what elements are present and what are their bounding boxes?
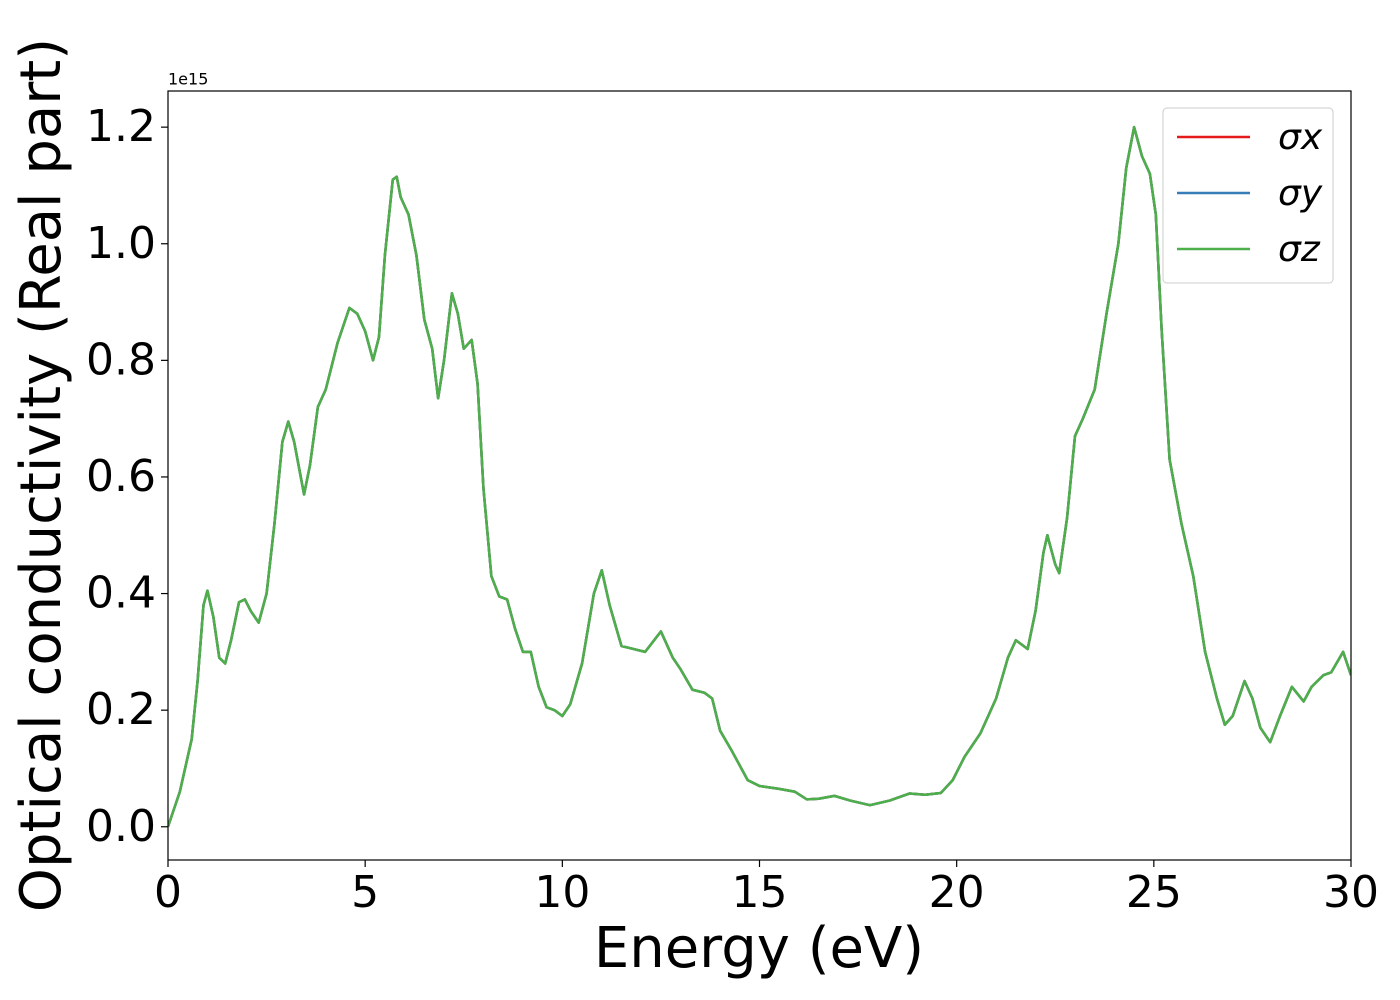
legend-label: σx [1278, 117, 1323, 158]
plot-frame [167, 90, 1352, 861]
x-tick-label: 20 [929, 867, 985, 918]
series-line [168, 125, 1351, 828]
x-axis-label: Energy (eV) [594, 916, 924, 981]
x-tick-label: 30 [1323, 867, 1379, 918]
y-tick-label: 0.8 [86, 334, 156, 385]
y-tick-label: 0.4 [86, 568, 156, 619]
y-tick-label: 0.6 [86, 451, 156, 502]
y-tick-label: 1.2 [86, 101, 156, 152]
y-tick-label: 0.0 [86, 801, 156, 852]
legend-label: σy [1278, 173, 1323, 214]
x-tick-label: 5 [351, 867, 379, 918]
x-tick-label: 25 [1126, 867, 1182, 918]
legend-label: σz [1278, 229, 1321, 270]
y-tick-label: 0.2 [86, 684, 156, 735]
x-tick-label: 15 [732, 867, 788, 918]
y-axis-label: Optical conductivity (Real part) [9, 38, 74, 912]
x-tick-label: 10 [534, 867, 590, 918]
y-offset-label: 1e15 [168, 70, 208, 89]
legend-box [1162, 107, 1334, 284]
x-tick-label: 0 [154, 867, 182, 918]
y-tick-label: 1.0 [86, 218, 156, 269]
